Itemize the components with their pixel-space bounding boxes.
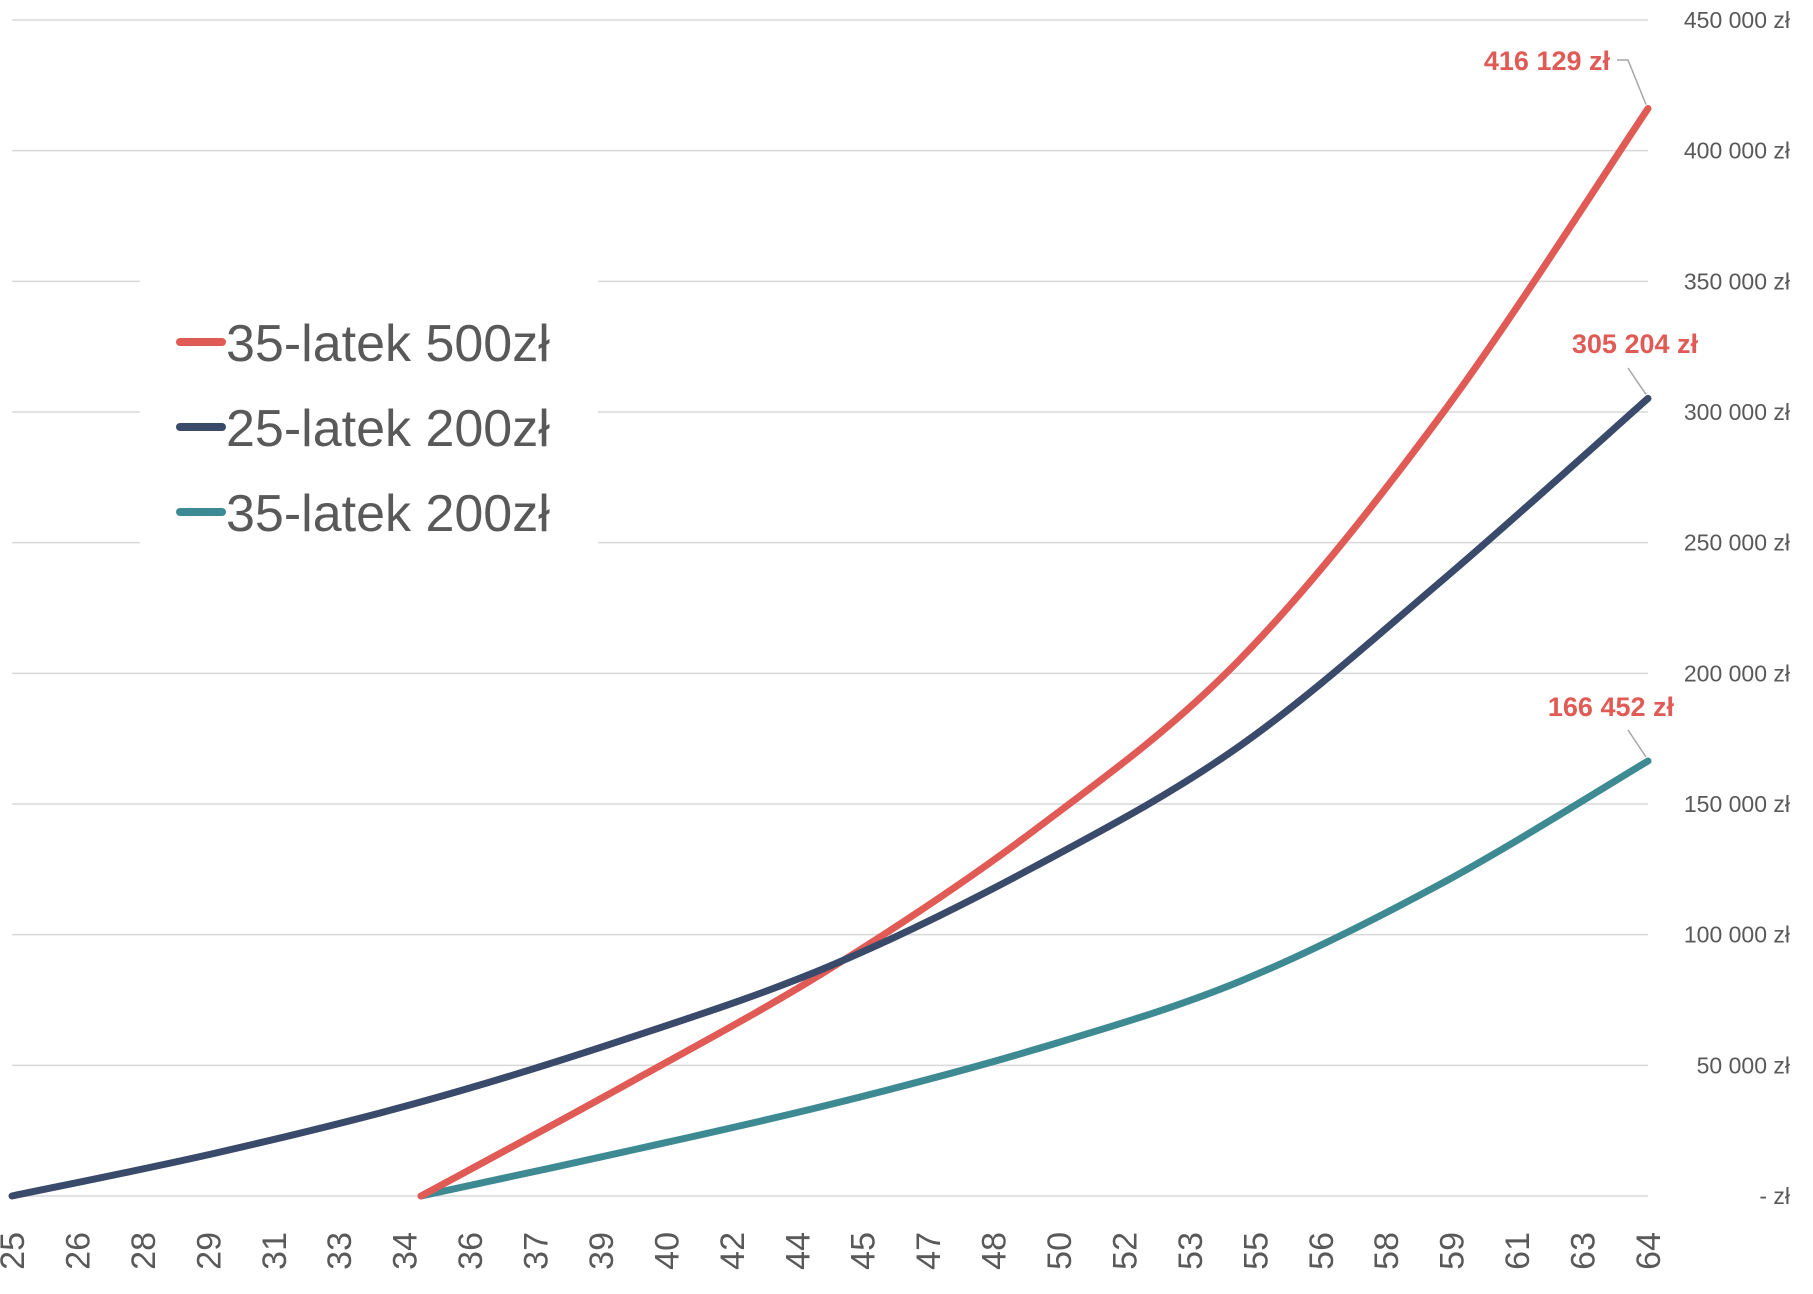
x-tick-label: 48	[976, 1232, 1014, 1270]
y-tick-label: 450 000 zł	[1684, 7, 1790, 33]
data-labels: 416 129 zł 305 204 zł 166 452 zł	[1484, 46, 1699, 758]
x-tick-label: 56	[1303, 1232, 1341, 1270]
x-tick-label: 58	[1368, 1232, 1406, 1270]
legend-entry: 35-latek 500zł	[226, 315, 550, 373]
x-tick-label: 63	[1565, 1232, 1603, 1270]
x-axis-ticks: 25 26 28 29 31 33 34 36 37 39 40 42 44 45 47 48 50 52 53 55…	[0, 1232, 1668, 1270]
x-tick-label: 59	[1434, 1232, 1472, 1270]
y-tick-label: 250 000 zł	[1684, 530, 1790, 556]
y-axis-ticks: - zł 50 000 zł 100 000 zł 150 000 zł 200 000…	[1684, 7, 1790, 1209]
y-tick-label: 100 000 zł	[1684, 922, 1790, 948]
leader-line	[1627, 367, 1647, 395]
end-value-label: 166 452 zł	[1548, 692, 1675, 722]
series-line	[417, 757, 1652, 1200]
x-tick-label: 34	[387, 1232, 425, 1270]
data-label-group: 166 452 zł	[1548, 692, 1675, 758]
data-label-group: 305 204 zł	[1572, 329, 1699, 395]
y-tick-label: 200 000 zł	[1684, 660, 1790, 686]
leader-line	[1627, 729, 1647, 758]
series-line	[8, 394, 1652, 1200]
x-tick-label: 50	[1041, 1232, 1079, 1270]
x-tick-label: 47	[910, 1232, 948, 1270]
series-lines	[8, 105, 1652, 1200]
legend-background	[140, 275, 598, 545]
y-tick-label: - zł	[1759, 1183, 1790, 1209]
x-tick-label: 29	[190, 1232, 228, 1270]
x-tick-label: 40	[648, 1232, 686, 1270]
leader-line	[1617, 59, 1647, 105]
x-tick-label: 25	[0, 1232, 32, 1270]
legend-entry: 35-latek 200zł	[226, 485, 550, 543]
x-tick-label: 26	[59, 1232, 97, 1270]
x-tick-label: 64	[1630, 1232, 1668, 1270]
y-tick-label: 150 000 zł	[1684, 791, 1790, 817]
x-tick-label: 45	[845, 1232, 883, 1270]
x-tick-label: 37	[518, 1232, 556, 1270]
legend: 35-latek 500zł 25-latek 200zł 35-latek 200…	[140, 275, 598, 545]
x-tick-label: 52	[1106, 1232, 1144, 1270]
y-tick-label: 400 000 zł	[1684, 138, 1790, 164]
gridlines	[12, 19, 1648, 1197]
end-value-label: 416 129 zł	[1484, 46, 1611, 76]
y-tick-label: 350 000 zł	[1684, 268, 1790, 294]
x-tick-label: 28	[125, 1232, 163, 1270]
x-tick-label: 42	[714, 1232, 752, 1270]
y-tick-label: 300 000 zł	[1684, 399, 1790, 425]
series-line	[417, 105, 1652, 1200]
x-tick-label: 53	[1172, 1232, 1210, 1270]
x-tick-label: 39	[583, 1232, 621, 1270]
legend-entry: 25-latek 200zł	[226, 400, 550, 458]
x-tick-label: 36	[452, 1232, 490, 1270]
y-tick-label: 50 000 zł	[1697, 1052, 1790, 1078]
x-tick-label: 44	[779, 1232, 817, 1270]
end-value-label: 305 204 zł	[1572, 329, 1699, 359]
data-label-group: 416 129 zł	[1484, 46, 1647, 105]
x-tick-label: 55	[1237, 1232, 1275, 1270]
x-tick-label: 31	[256, 1232, 294, 1270]
x-tick-label: 33	[321, 1232, 359, 1270]
x-tick-label: 61	[1499, 1232, 1537, 1270]
